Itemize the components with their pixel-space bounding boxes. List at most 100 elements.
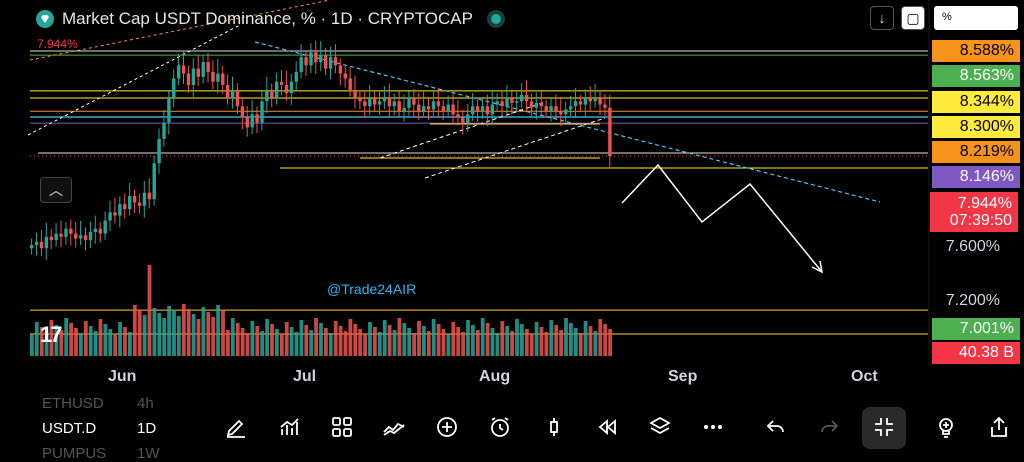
candle	[211, 71, 215, 82]
replay-icon[interactable]	[594, 414, 620, 440]
plus-circle-icon[interactable]	[434, 414, 460, 440]
candle	[539, 102, 543, 107]
volume-bar	[583, 321, 588, 356]
volume-bar	[426, 331, 431, 356]
pencil-icon[interactable]	[223, 414, 249, 440]
candle	[191, 68, 196, 85]
volume-bar	[226, 330, 230, 356]
volume-bar	[578, 333, 583, 356]
candle	[289, 81, 294, 94]
x-tick-jun: Jun	[108, 368, 137, 385]
x-tick-sep: Sep	[668, 368, 698, 385]
candle	[196, 68, 200, 77]
candle	[608, 107, 612, 157]
candle	[147, 192, 151, 200]
share-icon[interactable]	[986, 414, 1012, 440]
volume-bar	[177, 316, 181, 356]
candle	[373, 98, 377, 105]
fullscreen-icon[interactable]: ▢	[901, 6, 925, 30]
candle	[333, 57, 338, 66]
candle	[436, 101, 441, 107]
redo-icon[interactable]	[816, 414, 842, 440]
volume-bar	[368, 322, 372, 356]
alarm-icon[interactable]	[487, 414, 513, 440]
candle	[108, 212, 112, 221]
price-label-7: 40.38 B	[932, 342, 1020, 364]
lightbulb-icon[interactable]	[933, 414, 959, 440]
volume-bar	[172, 311, 176, 356]
active-timeframe[interactable]: 1D	[137, 420, 157, 437]
volume-bar	[132, 305, 137, 356]
volume-bar	[407, 328, 412, 356]
chart-title[interactable]: Market Cap USDT Dominance, % · 1D · CRYP…	[62, 9, 473, 28]
last-price-badge: 7.944% 07:39:50	[930, 192, 1018, 232]
collapse-icon[interactable]	[871, 414, 897, 440]
volume-bar	[108, 329, 113, 356]
candle	[524, 94, 529, 102]
volume-bar	[353, 324, 358, 356]
line-tool-icon[interactable]	[381, 414, 407, 440]
volume-bar	[284, 322, 289, 356]
watchlist-symbol[interactable]: PUMPUS	[42, 445, 107, 462]
candle	[235, 89, 240, 107]
active-symbol[interactable]: USDT.D	[42, 420, 97, 437]
candle	[152, 163, 156, 200]
chart-icon[interactable]	[277, 414, 303, 440]
volume-bar	[44, 332, 49, 356]
trend-line	[27, 24, 241, 136]
candle	[402, 107, 406, 112]
download-icon[interactable]: ↓	[870, 6, 894, 30]
candle	[294, 71, 298, 82]
grid-icon[interactable]	[329, 414, 355, 440]
volume-bar	[39, 327, 44, 356]
candle	[30, 245, 34, 249]
candle	[485, 106, 490, 115]
candle	[417, 104, 421, 112]
volume-bar	[588, 326, 593, 356]
candle	[279, 81, 284, 85]
candle	[368, 98, 372, 107]
candle	[299, 57, 303, 72]
volume-bar	[475, 330, 480, 356]
volume-bar	[279, 334, 284, 356]
undo-icon[interactable]	[763, 414, 789, 440]
volume-bar	[196, 319, 201, 356]
volume-bar	[466, 320, 470, 356]
volume-bar	[363, 334, 367, 356]
candle-icon[interactable]	[541, 414, 567, 440]
volume-bar	[294, 332, 299, 356]
candle	[137, 202, 142, 206]
candle	[128, 196, 132, 210]
candle	[573, 101, 578, 107]
candle	[132, 196, 137, 203]
candle	[250, 114, 254, 128]
candle	[328, 57, 333, 69]
watchlist-symbol[interactable]: ETHUSD	[42, 395, 104, 412]
volume-bar	[34, 322, 39, 356]
volume-bar	[436, 324, 441, 356]
volume-bar	[304, 325, 309, 356]
candle	[123, 204, 127, 210]
volume-bar	[515, 319, 519, 356]
layers-icon[interactable]	[647, 414, 673, 440]
volume-bar	[343, 331, 348, 356]
volume-bar	[471, 325, 475, 356]
scale-mode-field[interactable]: %	[934, 6, 1018, 30]
candle	[338, 65, 343, 74]
candle	[226, 84, 230, 99]
volume-bar	[275, 329, 279, 356]
more-icon[interactable]	[700, 414, 726, 440]
volume-bar	[397, 318, 402, 356]
candle	[177, 65, 181, 79]
candle	[475, 106, 480, 112]
volume-bar	[240, 328, 245, 356]
candle	[343, 73, 347, 79]
candle	[98, 228, 102, 234]
volume-bar	[245, 333, 250, 356]
volume-bar	[539, 327, 544, 356]
collapse-button[interactable]: ︿	[40, 177, 72, 203]
price-label-1: 8.563%	[932, 65, 1020, 87]
volume-bar	[549, 320, 554, 356]
candle	[377, 101, 382, 105]
